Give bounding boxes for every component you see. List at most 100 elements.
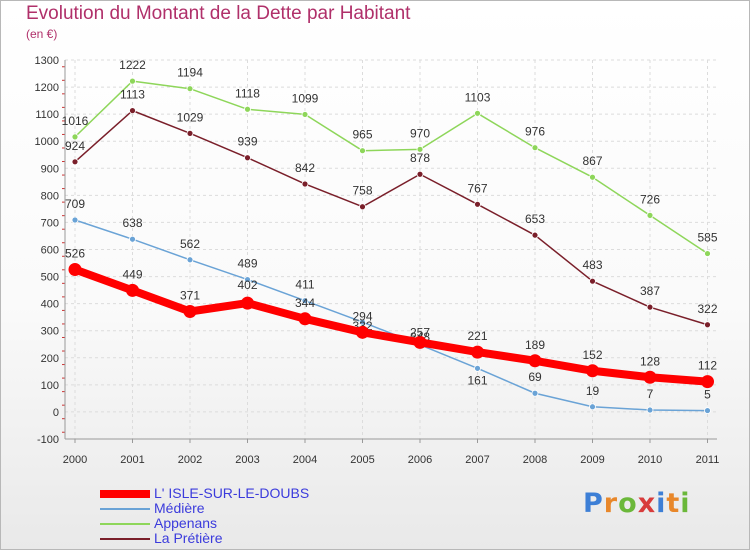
data-point (646, 211, 654, 219)
x-tick-label: 2006 (408, 454, 432, 466)
legend-swatch (100, 537, 150, 540)
data-label: 638 (122, 216, 142, 230)
data-point (71, 133, 79, 141)
x-tick-label: 2004 (293, 454, 317, 466)
data-point (359, 318, 366, 326)
legend-label: Appenans (154, 515, 218, 531)
series-line (73, 265, 708, 386)
logo-letter: P (583, 488, 604, 519)
y-tick-label: 1100 (35, 109, 59, 121)
data-label: 939 (237, 135, 257, 149)
data-point (359, 147, 366, 155)
data-point (126, 283, 139, 297)
data-point (646, 406, 654, 414)
data-label: 1103 (465, 90, 491, 104)
data-point (301, 297, 309, 305)
legend-item: L' ISLE-SUR-LE-DOUBS (100, 485, 360, 501)
data-point (241, 296, 254, 310)
x-tick-label: 2001 (120, 454, 144, 466)
data-label: 69 (528, 370, 542, 384)
x-tick-label: 2011 (696, 454, 720, 466)
data-label: 965 (352, 128, 372, 142)
y-tick-label: 1300 (35, 55, 59, 67)
data-label: 7 (647, 387, 654, 401)
data-label: 128 (640, 354, 660, 368)
x-tick-label: 2009 (580, 454, 604, 466)
y-tick-label: 1000 (35, 136, 59, 148)
legend-label: Médière (154, 500, 205, 516)
data-label: 562 (180, 237, 200, 251)
logo-letter: t (666, 488, 681, 519)
data-label: 1118 (235, 86, 260, 100)
data-point (186, 129, 194, 137)
data-label: 294 (352, 309, 372, 323)
data-point (589, 277, 596, 285)
data-label: 189 (525, 338, 545, 352)
data-point (589, 403, 596, 411)
data-label: 1099 (292, 91, 319, 105)
series-line (74, 109, 708, 326)
x-tick-label: 2010 (638, 454, 662, 466)
data-label: 976 (525, 125, 545, 139)
chart-unit: (en €) (26, 27, 58, 41)
data-point (71, 216, 79, 224)
data-label: 1016 (62, 114, 89, 128)
y-tick-label: 800 (41, 190, 59, 202)
data-point (244, 276, 251, 283)
x-tick-label: 2000 (63, 454, 87, 466)
data-point (704, 407, 711, 414)
data-label: 371 (180, 288, 200, 302)
data-label: 842 (295, 161, 315, 175)
data-label: 758 (352, 184, 372, 198)
series-line (74, 80, 708, 255)
data-label: 221 (467, 329, 487, 343)
data-label: 970 (410, 126, 430, 140)
data-point (301, 180, 309, 188)
legend-label: L' ISLE-SUR-LE-DOUBS (154, 485, 310, 501)
data-point (474, 109, 481, 117)
logo-letter: i (656, 488, 667, 519)
x-tick-label: 2003 (235, 454, 259, 466)
data-label: 585 (697, 231, 717, 245)
data-point (701, 375, 714, 389)
data-point (413, 335, 427, 349)
y-tick-label: 500 (41, 272, 59, 284)
x-tick-label: 2008 (523, 454, 547, 466)
y-tick-label: 200 (41, 353, 59, 365)
proxiti-logo: Proxiti (583, 488, 691, 519)
y-tick-label: 400 (41, 299, 59, 311)
data-point (589, 173, 596, 181)
data-point (186, 256, 194, 264)
data-point (71, 158, 79, 166)
y-tick-label: 700 (41, 217, 59, 229)
data-point (129, 77, 136, 85)
data-label: 526 (65, 247, 85, 261)
data-label: 19 (586, 384, 600, 398)
logo-letter: r (603, 488, 619, 519)
data-point (244, 154, 251, 162)
data-point (471, 345, 484, 359)
data-point (528, 354, 542, 368)
data-point (643, 370, 657, 384)
data-label: 112 (698, 359, 717, 373)
data-point (298, 312, 312, 326)
data-label: 924 (65, 139, 85, 153)
data-label: 483 (582, 258, 602, 272)
data-point (531, 389, 539, 397)
legend-label: La Prétière (154, 530, 223, 546)
data-label: 1029 (177, 110, 204, 124)
x-tick-label: 2007 (465, 454, 489, 466)
data-label: 1194 (177, 66, 203, 80)
data-point (531, 144, 539, 152)
data-point (183, 304, 197, 318)
data-point (416, 170, 424, 178)
data-point (531, 231, 539, 239)
y-tick-label: 300 (41, 326, 59, 338)
legend-item: Médière (100, 500, 360, 516)
data-label: 402 (237, 278, 257, 292)
data-point (416, 145, 424, 153)
data-point (129, 107, 136, 115)
data-label: 5 (704, 388, 711, 402)
